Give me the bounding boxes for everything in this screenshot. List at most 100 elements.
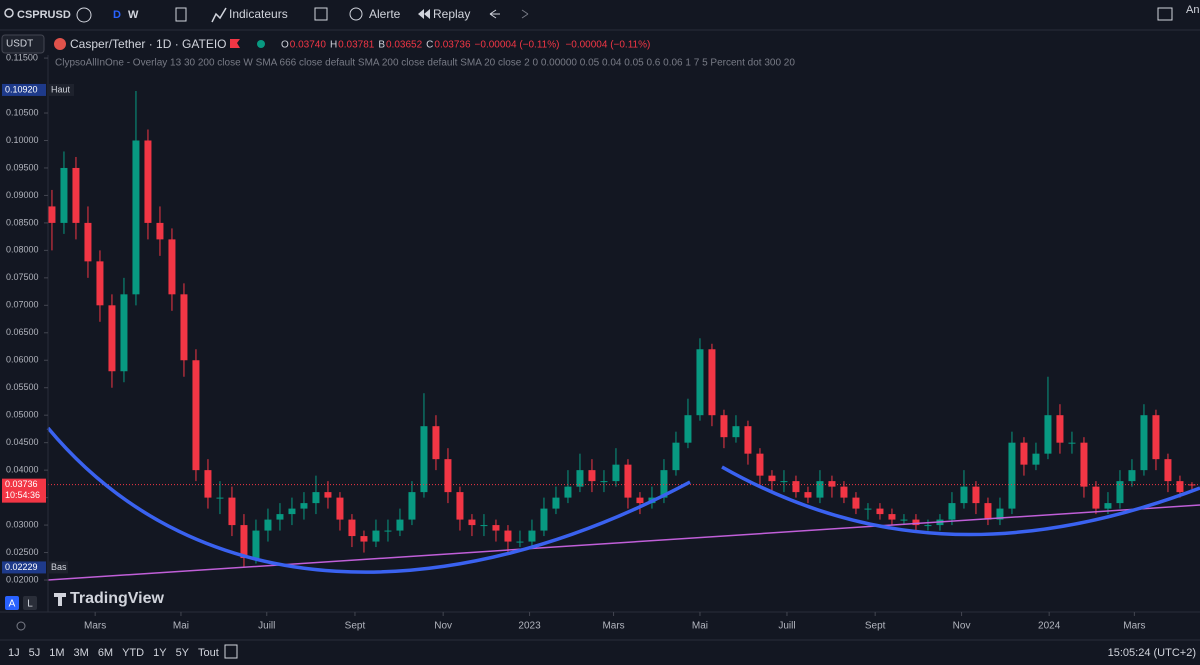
log-scale[interactable] xyxy=(23,596,37,610)
change: −0.00004 (−0.11%) xyxy=(475,40,560,51)
symbol-logo xyxy=(54,38,66,50)
undo[interactable] xyxy=(489,9,500,19)
date-range-icon[interactable] xyxy=(224,644,238,659)
candle-body xyxy=(420,426,428,493)
candle-body xyxy=(1044,415,1052,454)
ohlc-value: 0.03740 xyxy=(290,40,327,51)
range-button[interactable]: 1M xyxy=(49,647,64,659)
ohlc-key: B xyxy=(378,40,385,51)
high-marker xyxy=(2,83,46,96)
ohlc-key: O xyxy=(281,40,289,51)
chart-type-icon[interactable] xyxy=(175,7,187,22)
candle-body xyxy=(408,492,416,520)
flag[interactable] xyxy=(230,39,240,48)
replay-icon[interactable] xyxy=(418,9,430,19)
candle-body xyxy=(876,508,884,515)
candle-body xyxy=(504,530,512,542)
candle-body xyxy=(840,486,848,498)
low-tag: Bas xyxy=(51,562,67,572)
candle-body xyxy=(72,167,80,223)
high-label: 0.10920 xyxy=(5,84,38,94)
drawn-curve xyxy=(721,465,1200,537)
candle-body xyxy=(576,470,584,487)
search-icon[interactable] xyxy=(4,8,14,18)
x-tick-label: 2023 xyxy=(518,621,541,632)
range-button[interactable]: 5J xyxy=(29,647,41,659)
candle-body xyxy=(1176,481,1184,493)
ohlc-key: C xyxy=(426,40,433,51)
interval[interactable]: D xyxy=(113,9,121,21)
y-tick-label: 0.08500 xyxy=(6,217,39,227)
range-button[interactable]: 3M xyxy=(74,647,89,659)
range-button[interactable]: 6M xyxy=(98,647,113,659)
candle-body xyxy=(732,426,740,438)
candle-body xyxy=(996,508,1004,520)
plot xyxy=(48,91,1200,568)
candle-body xyxy=(444,459,452,493)
symbol[interactable]: CSPRUSD xyxy=(17,9,71,21)
auto-scale[interactable] xyxy=(5,596,19,610)
range-button[interactable]: Tout xyxy=(198,647,219,659)
indicators-icon[interactable] xyxy=(211,7,227,23)
candle-body xyxy=(1116,481,1124,504)
alert-icon[interactable] xyxy=(349,7,363,21)
y-tick-label: 0.03000 xyxy=(6,519,39,529)
y-tick-label: 0.11500 xyxy=(6,52,38,62)
x-tick-label: Mai xyxy=(173,621,189,632)
redo[interactable] xyxy=(521,9,529,19)
range-button[interactable]: 5Y xyxy=(176,647,190,659)
candle-body xyxy=(156,222,164,240)
fullscreen[interactable] xyxy=(1157,7,1173,21)
candle-body xyxy=(744,426,752,454)
candle-body xyxy=(708,349,716,416)
candle-body xyxy=(1068,442,1076,444)
currency[interactable]: USDT xyxy=(6,39,33,50)
candle-body xyxy=(768,475,776,482)
indicators[interactable]: Indicateurs xyxy=(229,7,288,21)
settings[interactable] xyxy=(16,621,26,631)
interval[interactable]: W xyxy=(128,9,139,21)
y-tick-label: 0.06500 xyxy=(6,327,39,337)
candle-body xyxy=(84,222,92,262)
candle-body xyxy=(1128,470,1136,482)
high-tag-bg xyxy=(48,83,74,96)
candle-body xyxy=(480,525,488,527)
candle-body xyxy=(288,508,296,515)
auto-scale-label[interactable]: A xyxy=(9,599,16,610)
toolbar xyxy=(0,0,1200,30)
y-tick-label: 0.05000 xyxy=(6,410,39,420)
drawn-curve xyxy=(46,426,691,574)
candle-body xyxy=(1140,415,1148,471)
x-tick-label: Nov xyxy=(434,621,452,632)
range-button[interactable]: YTD xyxy=(122,647,144,659)
x-tick-label: Juill xyxy=(778,621,795,632)
candle-body xyxy=(912,519,920,526)
ohlc-value: 0.03652 xyxy=(386,40,423,51)
candle-body xyxy=(336,497,344,520)
replay[interactable]: Replay xyxy=(433,7,470,21)
candle-body xyxy=(660,470,668,498)
currency-select[interactable] xyxy=(1,34,45,54)
ohlc-legend: O 0.03740 H 0.03781 B 0.03652 C 0.03736 xyxy=(281,40,471,51)
candle-body xyxy=(960,486,968,504)
x-tick-label: Mars xyxy=(602,621,624,632)
ohlc-value: 0.03736 xyxy=(434,40,471,51)
account[interactable]: An xyxy=(1186,4,1199,16)
alert[interactable]: Alerte xyxy=(369,7,401,21)
candle-body xyxy=(888,514,896,520)
x-tick-label: Mars xyxy=(1123,621,1145,632)
log-scale-label[interactable]: L xyxy=(27,599,33,610)
y-tick-label: 0.04000 xyxy=(6,465,39,475)
range-button[interactable]: 1Y xyxy=(153,647,167,659)
candle-body xyxy=(672,442,680,471)
add-symbol[interactable] xyxy=(76,7,92,23)
x-tick-label: Sept xyxy=(865,621,886,632)
candle-body xyxy=(600,481,608,483)
layout-icon[interactable] xyxy=(314,7,328,21)
range-button[interactable]: 1J xyxy=(8,647,20,659)
candle-body xyxy=(984,503,992,520)
clock: 15:05:24 (UTC+2) xyxy=(1108,647,1196,659)
candle-body xyxy=(1092,486,1100,509)
candle-body xyxy=(228,497,236,526)
